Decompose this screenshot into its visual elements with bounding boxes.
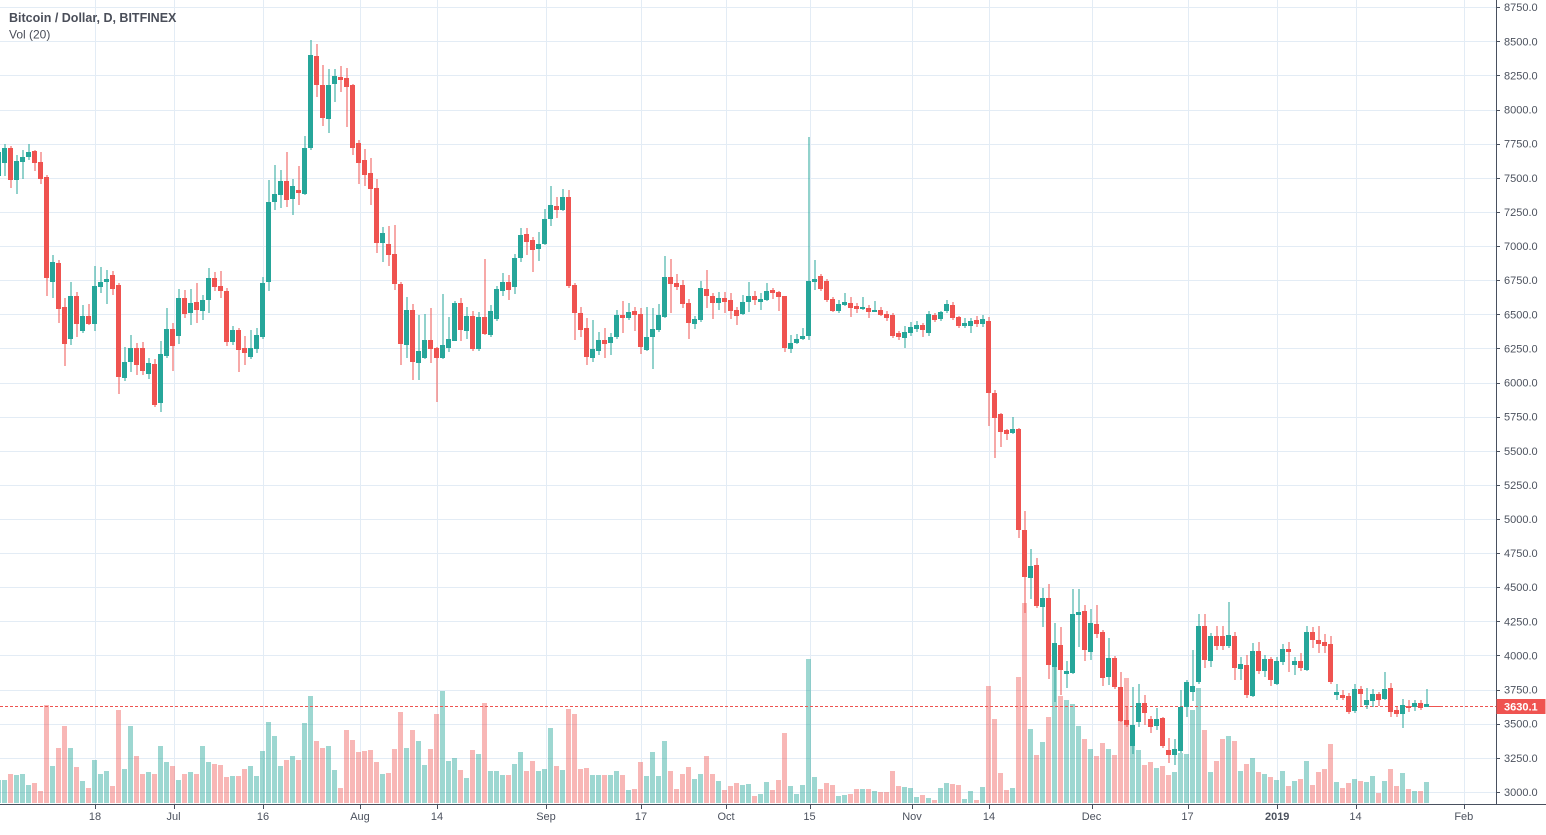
svg-text:3750.0: 3750.0 <box>1504 685 1538 697</box>
svg-text:6500.0: 6500.0 <box>1504 309 1538 321</box>
svg-text:Dec: Dec <box>1082 811 1102 823</box>
svg-text:14: 14 <box>1349 811 1361 823</box>
svg-text:17: 17 <box>1181 811 1193 823</box>
svg-text:8000.0: 8000.0 <box>1504 105 1538 117</box>
svg-text:8750.0: 8750.0 <box>1504 2 1538 14</box>
svg-text:14: 14 <box>983 811 995 823</box>
svg-text:4750.0: 4750.0 <box>1504 548 1538 560</box>
svg-text:5500.0: 5500.0 <box>1504 446 1538 458</box>
svg-text:6750.0: 6750.0 <box>1504 275 1538 287</box>
svg-text:Vol (20): Vol (20) <box>9 28 50 42</box>
svg-text:5750.0: 5750.0 <box>1504 412 1538 424</box>
svg-text:17: 17 <box>635 811 647 823</box>
svg-text:3630.1: 3630.1 <box>1504 702 1538 714</box>
svg-text:5250.0: 5250.0 <box>1504 480 1538 492</box>
svg-text:3500.0: 3500.0 <box>1504 719 1538 731</box>
svg-text:15: 15 <box>803 811 815 823</box>
svg-text:3250.0: 3250.0 <box>1504 753 1538 765</box>
svg-text:14: 14 <box>431 811 443 823</box>
svg-text:6250.0: 6250.0 <box>1504 343 1538 355</box>
svg-text:7500.0: 7500.0 <box>1504 173 1538 185</box>
svg-text:3000.0: 3000.0 <box>1504 787 1538 799</box>
svg-text:4000.0: 4000.0 <box>1504 651 1538 663</box>
svg-text:Jul: Jul <box>166 811 180 823</box>
svg-text:18: 18 <box>89 811 101 823</box>
svg-text:8250.0: 8250.0 <box>1504 70 1538 82</box>
svg-text:16: 16 <box>257 811 269 823</box>
svg-text:5000.0: 5000.0 <box>1504 514 1538 526</box>
svg-text:Aug: Aug <box>350 811 370 823</box>
svg-text:7750.0: 7750.0 <box>1504 139 1538 151</box>
svg-text:2019: 2019 <box>1265 811 1289 823</box>
svg-text:4250.0: 4250.0 <box>1504 616 1538 628</box>
svg-text:7250.0: 7250.0 <box>1504 207 1538 219</box>
svg-text:6000.0: 6000.0 <box>1504 378 1538 390</box>
svg-text:Feb: Feb <box>1454 811 1473 823</box>
svg-text:Oct: Oct <box>717 811 734 823</box>
svg-text:8500.0: 8500.0 <box>1504 36 1538 48</box>
svg-text:Nov: Nov <box>902 811 922 823</box>
svg-text:Sep: Sep <box>536 811 556 823</box>
svg-text:7000.0: 7000.0 <box>1504 241 1538 253</box>
svg-text:4500.0: 4500.0 <box>1504 582 1538 594</box>
svg-text:Bitcoin / Dollar, D, BITFINEX: Bitcoin / Dollar, D, BITFINEX <box>9 11 177 25</box>
